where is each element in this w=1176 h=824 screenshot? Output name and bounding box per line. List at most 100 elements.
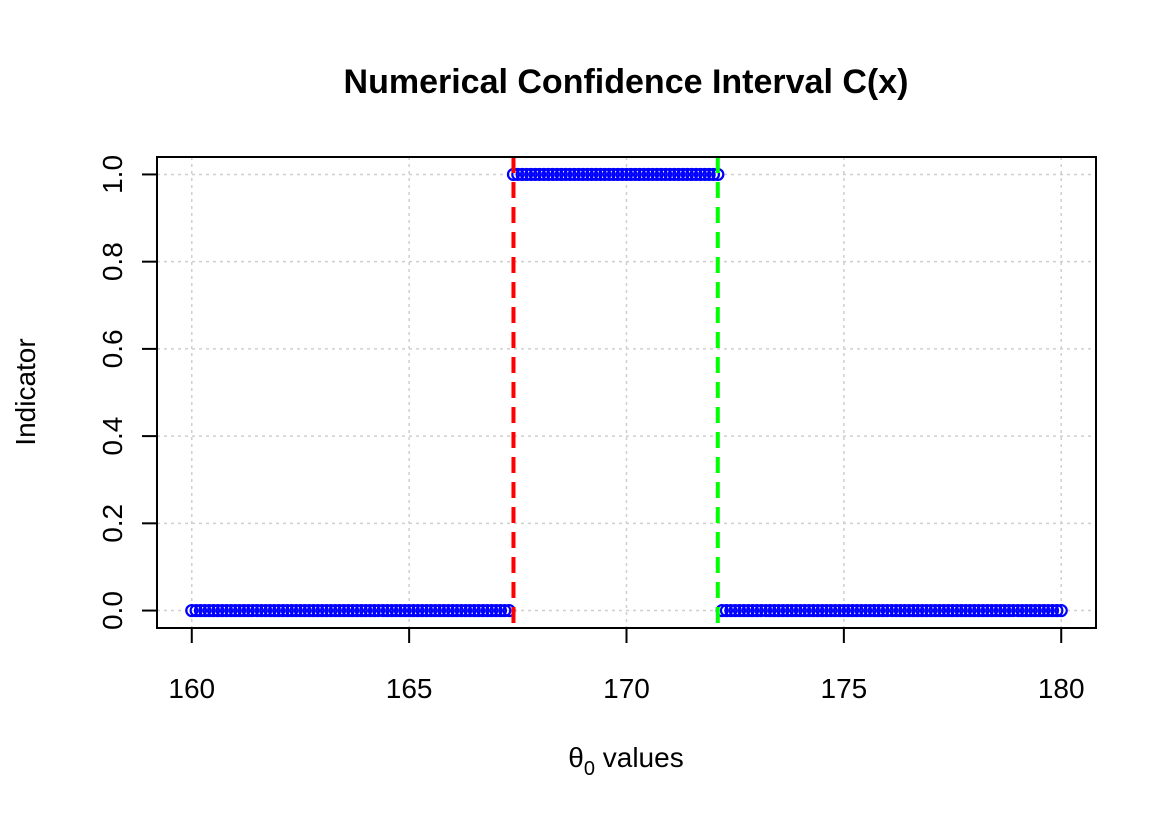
data-point [858, 603, 873, 618]
data-point [672, 167, 686, 182]
data-point [885, 603, 899, 618]
data-point [780, 603, 794, 618]
data-point [219, 603, 234, 618]
data-point [619, 167, 634, 182]
data-point [580, 167, 594, 182]
x-tick-label: 175 [821, 673, 868, 704]
data-point [437, 603, 451, 618]
data-point [228, 603, 242, 618]
data-point [663, 167, 677, 182]
x-axis-label-text: values [595, 742, 684, 773]
data-point [311, 603, 325, 618]
data-point [376, 603, 390, 618]
data-point [332, 603, 347, 618]
data-point [1054, 603, 1068, 618]
data-point [545, 167, 560, 182]
data-point [628, 167, 642, 182]
data-point [645, 167, 660, 182]
y-tick-label: 0.6 [97, 329, 128, 368]
data-point [485, 603, 499, 618]
data-point [589, 167, 603, 182]
data-point [689, 167, 703, 182]
data-point [189, 603, 203, 618]
data-point [793, 603, 807, 618]
data-point [463, 603, 477, 618]
data-point [211, 603, 225, 618]
data-point [915, 603, 929, 618]
data-point [237, 603, 251, 618]
data-point [1024, 603, 1038, 618]
data-point [328, 603, 342, 618]
data-point [567, 167, 581, 182]
data-point [559, 167, 573, 182]
x-axis-label: θ0 values [568, 742, 683, 780]
data-point [411, 603, 425, 618]
data-point [511, 167, 525, 182]
data-point [972, 603, 986, 618]
data-point [998, 603, 1012, 618]
data-point [741, 603, 755, 618]
data-point [302, 603, 316, 618]
data-point [819, 603, 834, 618]
data-point [989, 603, 1003, 618]
data-point [928, 603, 942, 618]
x-axis-label-subscript: 0 [584, 758, 595, 780]
data-point [1032, 603, 1047, 618]
y-tick-label: 0.2 [97, 504, 128, 543]
data-point [476, 603, 490, 618]
data-point [267, 603, 281, 618]
data-point [576, 167, 590, 182]
data-point [837, 603, 851, 618]
data-point [615, 167, 629, 182]
data-point [232, 603, 247, 618]
y-axis: 0.0 0.2 0.4 0.6 0.8 1.0 [97, 155, 158, 630]
y-tick-label: 0.0 [97, 591, 128, 630]
data-point [202, 603, 216, 618]
data-point [285, 603, 299, 618]
data-point [719, 603, 734, 618]
data-point [359, 603, 373, 618]
data-point [632, 167, 647, 182]
data-point [1002, 603, 1016, 618]
data-point [528, 167, 542, 182]
data-point [346, 603, 360, 618]
data-point [289, 603, 303, 618]
data-point [280, 603, 295, 618]
data-point [428, 603, 442, 618]
data-point [372, 603, 386, 618]
data-point [993, 603, 1007, 618]
data-point [380, 603, 395, 618]
data-point [193, 603, 208, 618]
data-point [750, 603, 764, 618]
data-point [293, 603, 308, 618]
data-point [367, 603, 381, 618]
data-point [432, 603, 447, 618]
data-point [967, 603, 981, 618]
data-point [611, 167, 625, 182]
data-point [1045, 603, 1060, 618]
data-point [572, 167, 586, 182]
data-point [563, 167, 577, 182]
data-point [832, 603, 847, 618]
data-point [1011, 603, 1025, 618]
data-point [306, 603, 321, 618]
data-point [763, 603, 777, 618]
data-point [389, 603, 403, 618]
data-point [958, 603, 973, 618]
data-point [637, 167, 651, 182]
data-point [693, 167, 708, 182]
data-point [841, 603, 855, 618]
data-point [945, 603, 960, 618]
data-point [350, 603, 364, 618]
x-axis: 160 165 170 175 180 [168, 627, 1085, 704]
data-point [1037, 603, 1051, 618]
data-point [824, 603, 838, 618]
data-point [889, 603, 903, 618]
data-point [467, 603, 481, 618]
data-point [398, 603, 412, 618]
data-point [493, 603, 508, 618]
data-point [919, 603, 934, 618]
y-tick-label: 1.0 [97, 155, 128, 194]
data-point [980, 603, 994, 618]
